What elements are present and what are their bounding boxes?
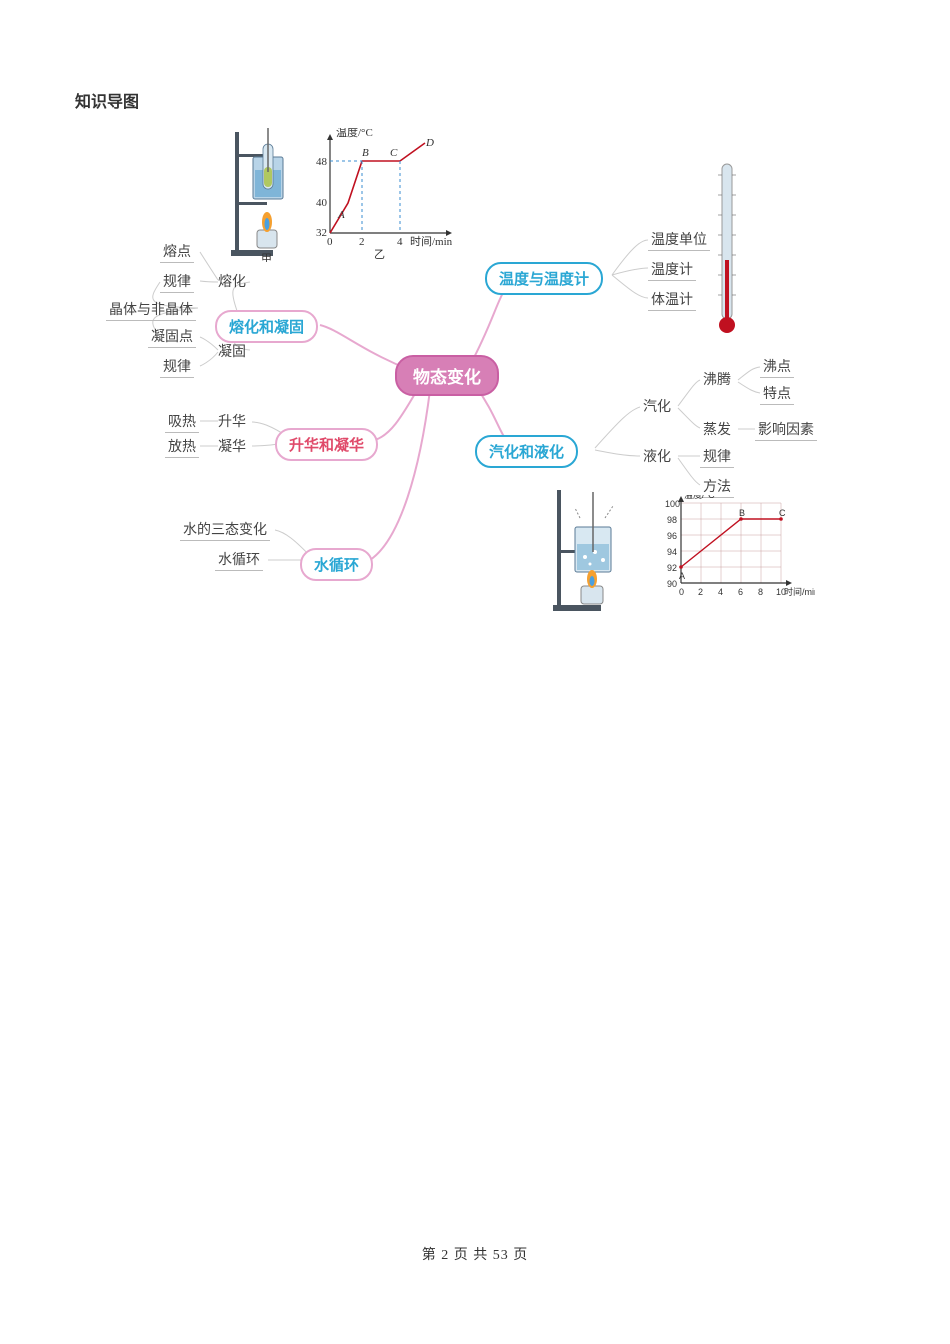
svg-text:乙: 乙: [374, 248, 385, 261]
branch-melting: 熔化和凝固: [215, 310, 318, 343]
mindmap-diagram: 物态变化 温度与温度计 温度单位 温度计 体温计 熔化和凝固 熔化 凝固 熔点 …: [0, 110, 950, 630]
leaf-thermometer: 温度计: [648, 258, 696, 281]
svg-text:8: 8: [758, 587, 763, 597]
leaf-absorb-heat: 吸热: [165, 410, 199, 433]
leaf-temp-unit: 温度单位: [648, 228, 710, 251]
branch-temperature-label: 温度与温度计: [499, 271, 589, 288]
leaf-melting-rule: 规律: [160, 270, 194, 293]
svg-text:B: B: [739, 508, 745, 518]
branch-vaporization: 汽化和液化: [475, 435, 578, 468]
svg-text:A: A: [679, 571, 685, 581]
center-label: 物态变化: [413, 368, 481, 387]
svg-text:时间/min: 时间/min: [410, 235, 453, 248]
apparatus-boiling-icon: [545, 482, 630, 617]
svg-text:100: 100: [665, 499, 680, 509]
svg-text:92: 92: [667, 563, 677, 573]
leaf-liquefy: 液化: [640, 445, 674, 467]
svg-text:2: 2: [359, 236, 365, 248]
branch-vaporization-label: 汽化和液化: [489, 444, 564, 461]
branch-melting-label: 熔化和凝固: [229, 319, 304, 336]
leaf-liquefy-rule: 规律: [700, 445, 734, 468]
svg-text:96: 96: [667, 531, 677, 541]
branch-sublimation: 升华和凝华: [275, 428, 378, 461]
chart-boiling: 100 98 96 94 92 90 0 2 4 6 8 10 温度/°C 时间…: [655, 495, 815, 610]
leaf-solidify: 凝固: [215, 340, 249, 362]
branch-sublimation-label: 升华和凝华: [289, 437, 364, 454]
svg-text:温度/°C: 温度/°C: [684, 495, 715, 500]
svg-text:2: 2: [698, 587, 703, 597]
svg-text:98: 98: [667, 515, 677, 525]
page-title: 知识导图: [75, 88, 139, 112]
leaf-melting: 熔化: [215, 270, 249, 292]
leaf-freezing-rule: 规律: [160, 355, 194, 378]
svg-text:90: 90: [667, 579, 677, 589]
leaf-three-states: 水的三态变化: [180, 518, 270, 541]
branch-water-cycle: 水循环: [300, 548, 373, 581]
svg-text:C: C: [390, 147, 398, 159]
branch-cycle-label: 水循环: [314, 557, 359, 574]
page-footer: 第 2 页 共 53 页: [0, 1244, 950, 1264]
svg-text:4: 4: [397, 236, 403, 248]
leaf-release-heat: 放热: [165, 435, 199, 458]
leaf-sublimation: 升华: [215, 410, 249, 432]
svg-text:32: 32: [316, 227, 327, 239]
svg-text:D: D: [425, 137, 434, 149]
leaf-boiling-point: 沸点: [760, 355, 794, 378]
leaf-boiling: 沸腾: [700, 368, 734, 390]
svg-text:甲: 甲: [261, 253, 272, 262]
leaf-evap-factors: 影响因素: [755, 418, 817, 441]
svg-text:40: 40: [316, 197, 328, 209]
leaf-boiling-feature: 特点: [760, 382, 794, 405]
leaf-evaporation: 蒸发: [700, 418, 734, 440]
leaf-melting-point: 熔点: [160, 240, 194, 263]
svg-text:温度/°C: 温度/°C: [336, 128, 373, 139]
svg-text:48: 48: [316, 156, 328, 168]
leaf-crystalline: 晶体与非晶体: [106, 298, 196, 321]
svg-text:B: B: [362, 147, 369, 159]
leaf-deposition: 凝华: [215, 435, 249, 457]
svg-text:4: 4: [718, 587, 723, 597]
leaf-clinical-thermo: 体温计: [648, 288, 696, 311]
leaf-vaporize: 汽化: [640, 395, 674, 417]
svg-text:时间/min: 时间/min: [784, 586, 815, 597]
leaf-freezing-point: 凝固点: [148, 325, 196, 348]
svg-text:6: 6: [738, 587, 743, 597]
leaf-water-cycle: 水循环: [215, 548, 263, 571]
apparatus-melting-icon: 甲: [225, 122, 300, 262]
thermometer-icon: [710, 160, 745, 345]
chart-melting: 48 40 32 0 2 4 温度/°C 时间/min A B C D 乙: [300, 128, 470, 263]
svg-text:94: 94: [667, 547, 677, 557]
branch-temperature: 温度与温度计: [485, 262, 603, 295]
center-node: 物态变化: [395, 355, 499, 396]
svg-text:0: 0: [679, 587, 684, 597]
svg-text:C: C: [779, 508, 786, 518]
svg-text:0: 0: [327, 236, 333, 248]
svg-text:A: A: [337, 209, 345, 221]
